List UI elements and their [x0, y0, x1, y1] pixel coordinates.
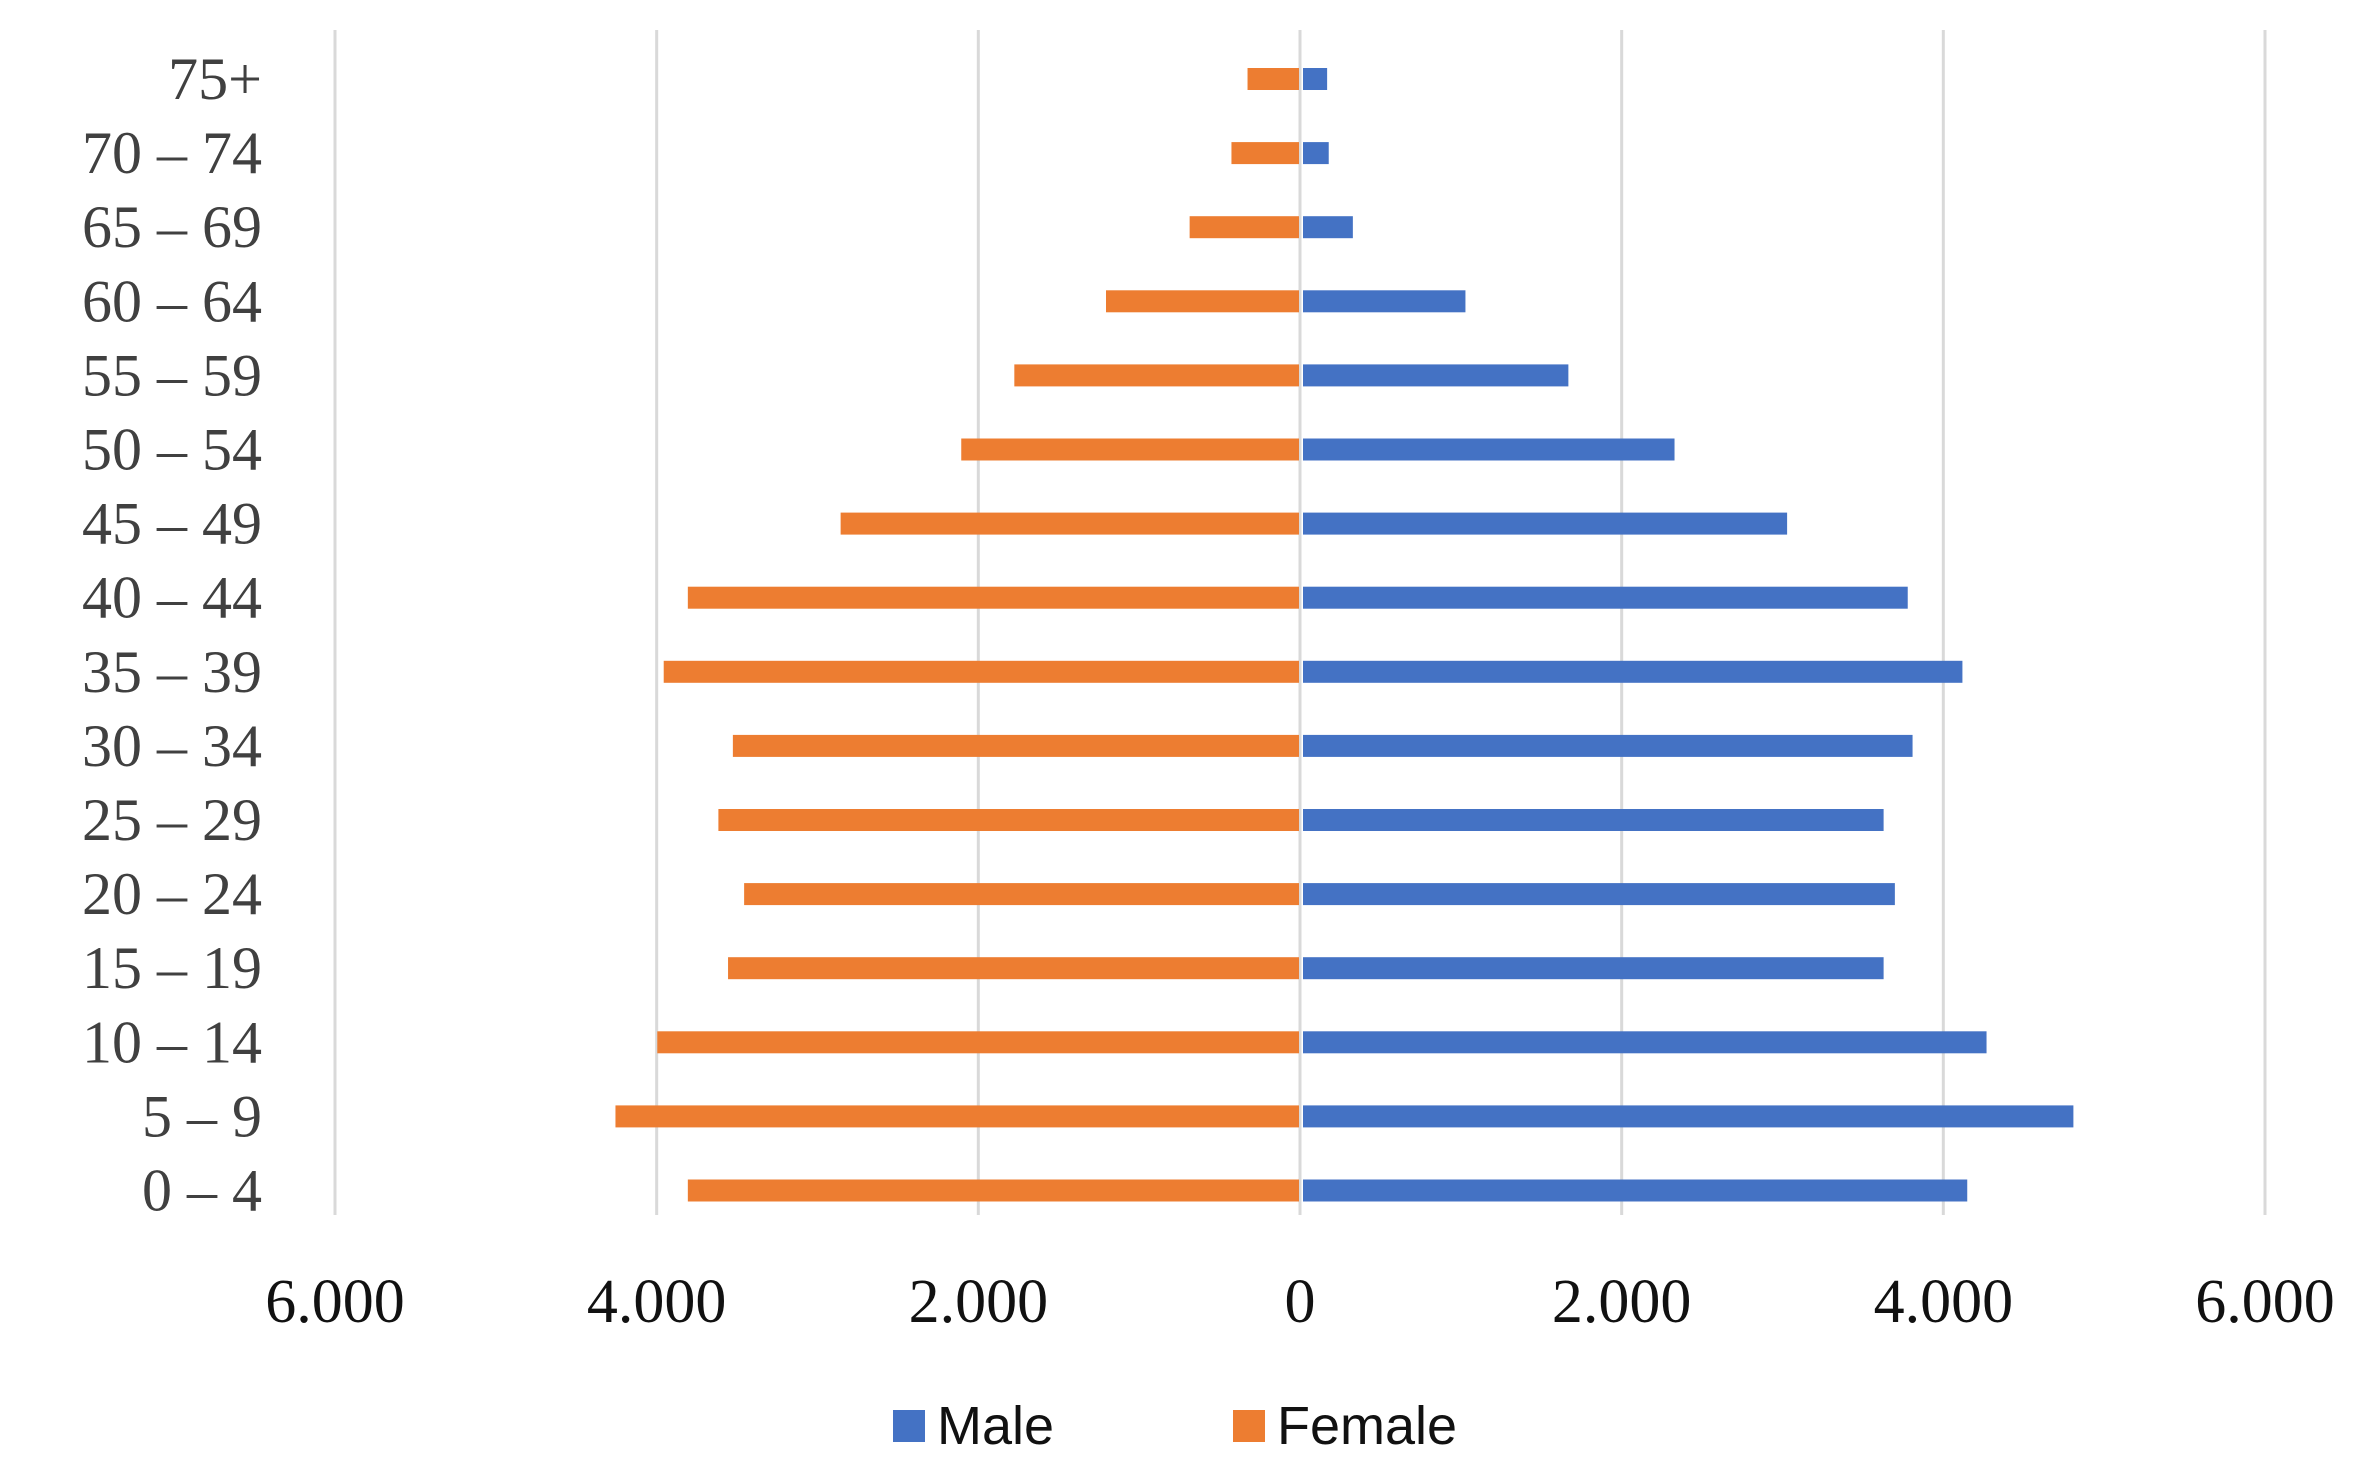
- bar-male: [1303, 216, 1353, 239]
- y-tick-label: 30 – 34: [82, 713, 262, 779]
- bar-male: [1303, 1179, 1968, 1202]
- bar-female: [961, 438, 1299, 461]
- y-tick-label: 20 – 24: [82, 861, 262, 927]
- y-tick-label: 75+: [168, 46, 262, 112]
- bar-female: [657, 1031, 1299, 1054]
- y-tick-label: 45 – 49: [82, 491, 262, 557]
- bar-male: [1303, 586, 1908, 609]
- y-tick-label: 25 – 29: [82, 787, 262, 853]
- y-tick-label: 50 – 54: [82, 417, 262, 483]
- x-tick-label: 6.000: [2195, 1268, 2335, 1336]
- legend: Male Female: [893, 1396, 1457, 1456]
- bar-male: [1303, 1031, 1987, 1054]
- y-tick-label: 15 – 19: [82, 935, 262, 1001]
- bar-male: [1303, 68, 1328, 90]
- bar-male: [1303, 512, 1788, 535]
- x-axis-labels: 6.000 4.000 2.000 0 2.000 4.000 6.000: [265, 1268, 2335, 1336]
- x-tick-label: 0: [1285, 1268, 1316, 1336]
- bar-male: [1303, 883, 1895, 906]
- bar-female: [1247, 68, 1299, 90]
- y-tick-label: 55 – 59: [82, 342, 262, 408]
- x-tick-label: 2.000: [909, 1268, 1049, 1336]
- y-tick-label: 65 – 69: [82, 194, 262, 260]
- bar-female: [744, 883, 1299, 906]
- y-tick-label: 60 – 64: [82, 268, 262, 334]
- bar-male: [1303, 957, 1884, 980]
- bar-female: [840, 512, 1299, 535]
- y-axis-labels: 75+ 70 – 74 65 – 69 60 – 64 55 – 59 50 – 54 45…: [82, 46, 262, 1224]
- bar-female: [718, 809, 1299, 831]
- legend-swatch: [893, 1410, 925, 1442]
- legend-label: Male: [937, 1396, 1054, 1456]
- x-tick-label: 2.000: [1552, 1268, 1692, 1336]
- bar-male: [1303, 364, 1569, 387]
- bar-female: [728, 957, 1299, 980]
- bar-female: [1106, 290, 1299, 313]
- y-tick-label: 5 – 9: [142, 1083, 262, 1149]
- grid-layer: [333, 30, 2267, 1215]
- bar-female: [687, 586, 1299, 609]
- bar-male: [1303, 1105, 2074, 1128]
- bar-male: [1303, 290, 1466, 313]
- y-tick-label: 35 – 39: [82, 639, 262, 705]
- bar-female: [615, 1105, 1299, 1128]
- x-tick-label: 6.000: [265, 1268, 405, 1336]
- bar-female: [732, 734, 1299, 757]
- bar-female: [1189, 216, 1299, 239]
- y-tick-label: 10 – 14: [82, 1009, 262, 1075]
- y-tick-label: 40 – 44: [82, 565, 262, 631]
- bar-male: [1303, 660, 1963, 683]
- legend-swatch: [1233, 1410, 1265, 1442]
- bar-male: [1303, 142, 1329, 165]
- y-tick-label: 70 – 74: [82, 120, 262, 186]
- x-tick-label: 4.000: [587, 1268, 727, 1336]
- bar-male: [1303, 809, 1884, 831]
- bar-female: [687, 1179, 1299, 1202]
- bar-male: [1303, 734, 1913, 757]
- bar-female: [1231, 142, 1299, 165]
- bar-male: [1303, 438, 1675, 461]
- bars-layer: [615, 68, 2074, 1202]
- y-tick-label: 0 – 4: [142, 1158, 262, 1224]
- bar-female: [1014, 364, 1299, 387]
- legend-label: Female: [1277, 1396, 1457, 1456]
- bar-female: [663, 660, 1299, 683]
- x-tick-label: 4.000: [1874, 1268, 2014, 1336]
